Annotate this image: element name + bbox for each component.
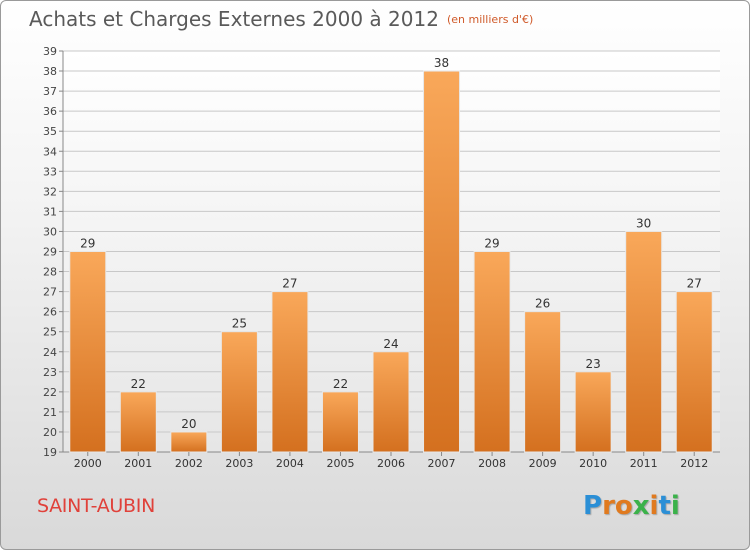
chart-title: Achats et Charges Externes 2000 à 2012 (e… — [29, 7, 533, 31]
x-tick-label: 2002 — [175, 457, 203, 470]
y-tick-label: 32 — [43, 185, 57, 198]
data-label: 22 — [333, 377, 348, 391]
y-tick-label: 24 — [43, 346, 57, 359]
bar — [625, 230, 663, 453]
data-label: 22 — [131, 377, 146, 391]
x-tick-label: 2011 — [630, 457, 658, 470]
y-tick-label: 36 — [43, 105, 57, 118]
bar — [675, 291, 713, 453]
bar — [321, 391, 359, 453]
y-tick-label: 22 — [43, 386, 57, 399]
logo-letter: P — [583, 491, 603, 521]
data-label: 27 — [687, 277, 702, 291]
data-label: 29 — [484, 237, 499, 251]
x-tick-label: 2010 — [579, 457, 607, 470]
logo-letter: x — [632, 491, 650, 521]
bar — [524, 311, 562, 453]
y-tick-label: 37 — [43, 85, 57, 98]
x-tick-label: 2009 — [529, 457, 557, 470]
y-tick-label: 31 — [43, 205, 57, 218]
x-tick-label: 2008 — [478, 457, 506, 470]
data-label: 27 — [282, 277, 297, 291]
data-label: 26 — [535, 297, 550, 311]
chart-subtitle: (en milliers d'€) — [446, 13, 534, 26]
proxiti-logo: Proxiti — [583, 491, 680, 521]
bar — [69, 251, 107, 453]
bar — [372, 351, 410, 453]
logo-letter: t — [658, 491, 671, 521]
bar — [423, 70, 461, 453]
bar — [473, 251, 511, 453]
y-tick-label: 30 — [43, 225, 57, 238]
logo-letter: o — [614, 491, 633, 521]
y-tick-label: 33 — [43, 165, 57, 178]
x-tick-label: 2005 — [326, 457, 354, 470]
data-label: 24 — [383, 337, 398, 351]
logo-letter: i — [649, 491, 659, 521]
data-label: 25 — [232, 317, 247, 331]
y-tick-label: 28 — [43, 266, 57, 279]
y-tick-label: 35 — [43, 125, 57, 138]
x-tick-label: 2007 — [428, 457, 456, 470]
y-tick-label: 20 — [43, 426, 57, 439]
x-tick-label: 2012 — [680, 457, 708, 470]
y-tick-label: 19 — [43, 446, 57, 459]
bar — [119, 391, 157, 453]
town-name: SAINT-AUBIN — [37, 495, 155, 517]
data-label: 30 — [636, 216, 651, 230]
bar — [574, 371, 612, 453]
bar — [220, 331, 258, 453]
x-tick-label: 2003 — [225, 457, 253, 470]
y-tick-label: 27 — [43, 286, 57, 299]
logo-letter: i — [670, 491, 680, 521]
bar — [170, 431, 208, 453]
data-label: 38 — [434, 56, 449, 70]
x-tick-label: 2001 — [124, 457, 152, 470]
y-tick-label: 26 — [43, 306, 57, 319]
y-tick-label: 25 — [43, 326, 57, 339]
y-tick-label: 38 — [43, 65, 57, 78]
y-tick-label: 34 — [43, 145, 57, 158]
logo-letter: r — [602, 491, 615, 521]
x-tick-label: 2006 — [377, 457, 405, 470]
data-label: 20 — [181, 417, 196, 431]
y-tick-label: 23 — [43, 366, 57, 379]
y-tick-label: 21 — [43, 406, 57, 419]
x-tick-label: 2000 — [74, 457, 102, 470]
data-label: 29 — [80, 237, 95, 251]
y-tick-label: 29 — [43, 246, 57, 259]
y-tick-label: 39 — [43, 45, 57, 58]
data-label: 23 — [586, 357, 601, 371]
x-tick-label: 2004 — [276, 457, 304, 470]
bar — [271, 291, 309, 453]
chart-title-text: Achats et Charges Externes 2000 à 2012 — [29, 7, 439, 31]
